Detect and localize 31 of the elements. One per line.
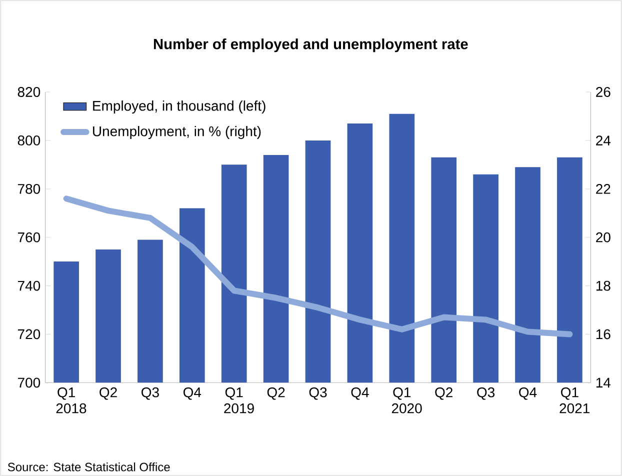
x-tick-label: Q3 <box>309 387 327 400</box>
x-tick-label: Q1 2021 <box>560 387 590 414</box>
y2-tick-label: 18 <box>596 280 610 291</box>
x-tick-label: Q4 <box>183 387 202 400</box>
legend-label: Unemployment, in % (right) <box>93 126 261 140</box>
y-tick-label: 720 <box>18 329 40 340</box>
y2-tick-label: 14 <box>596 378 611 388</box>
legend-label: Employed, in thousand (left) <box>93 100 266 114</box>
x-tick-label: Q4 <box>351 387 369 400</box>
y-tick-label: 700 <box>18 378 40 388</box>
x-tick-label: Q1 2019 <box>224 387 254 414</box>
y2-tick-label: 22 <box>596 184 610 194</box>
x-tick-label: Q1 2018 <box>56 387 86 414</box>
y2-tick-label: 16 <box>596 329 610 340</box>
x-tick-label: Q3 <box>142 387 159 400</box>
y2-tick-label: 20 <box>596 232 610 242</box>
y-tick-label: 740 <box>18 280 40 291</box>
chart-title: Number of employed and unemployment rate <box>154 38 468 52</box>
x-tick-label: Q2 <box>267 387 285 400</box>
x-tick-label: Q1 2020 <box>392 387 422 414</box>
source-note: Source: State Statistical Office <box>8 462 170 472</box>
x-tick-label: Q3 <box>477 387 495 400</box>
x-tick-label: Q2 <box>435 387 452 400</box>
y-tick-label: 760 <box>18 232 40 242</box>
y-tick-label: 820 <box>18 87 40 97</box>
y2-tick-label: 26 <box>596 87 610 97</box>
y-tick-label: 800 <box>18 136 40 146</box>
y-tick-label: 780 <box>18 184 40 194</box>
y2-tick-label: 24 <box>596 136 611 146</box>
x-tick-label: Q2 <box>100 387 117 400</box>
x-tick-label: Q4 <box>519 387 537 400</box>
